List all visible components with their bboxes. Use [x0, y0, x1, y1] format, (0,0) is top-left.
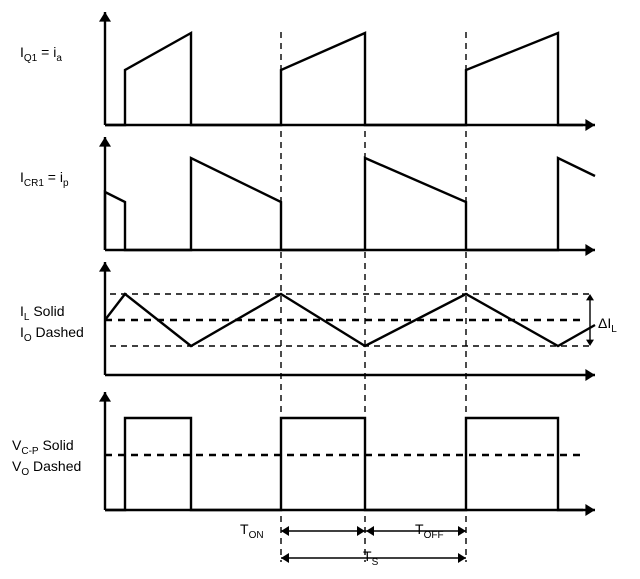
delta-il-label: ΔIL: [598, 315, 617, 335]
panel3-label: IL Solid IO Dashed: [20, 303, 84, 346]
t-on-label: TON: [240, 521, 264, 541]
t-s-label: TS: [363, 548, 378, 568]
panel2-label: ICR1 = ip: [20, 169, 69, 189]
waveform-diagram: [0, 0, 640, 579]
t-off-label: TOFF: [415, 521, 444, 541]
panel1-label: IQ1 = ia: [20, 44, 62, 64]
panel4-label: VC-P Solid VO Dashed: [12, 437, 81, 480]
